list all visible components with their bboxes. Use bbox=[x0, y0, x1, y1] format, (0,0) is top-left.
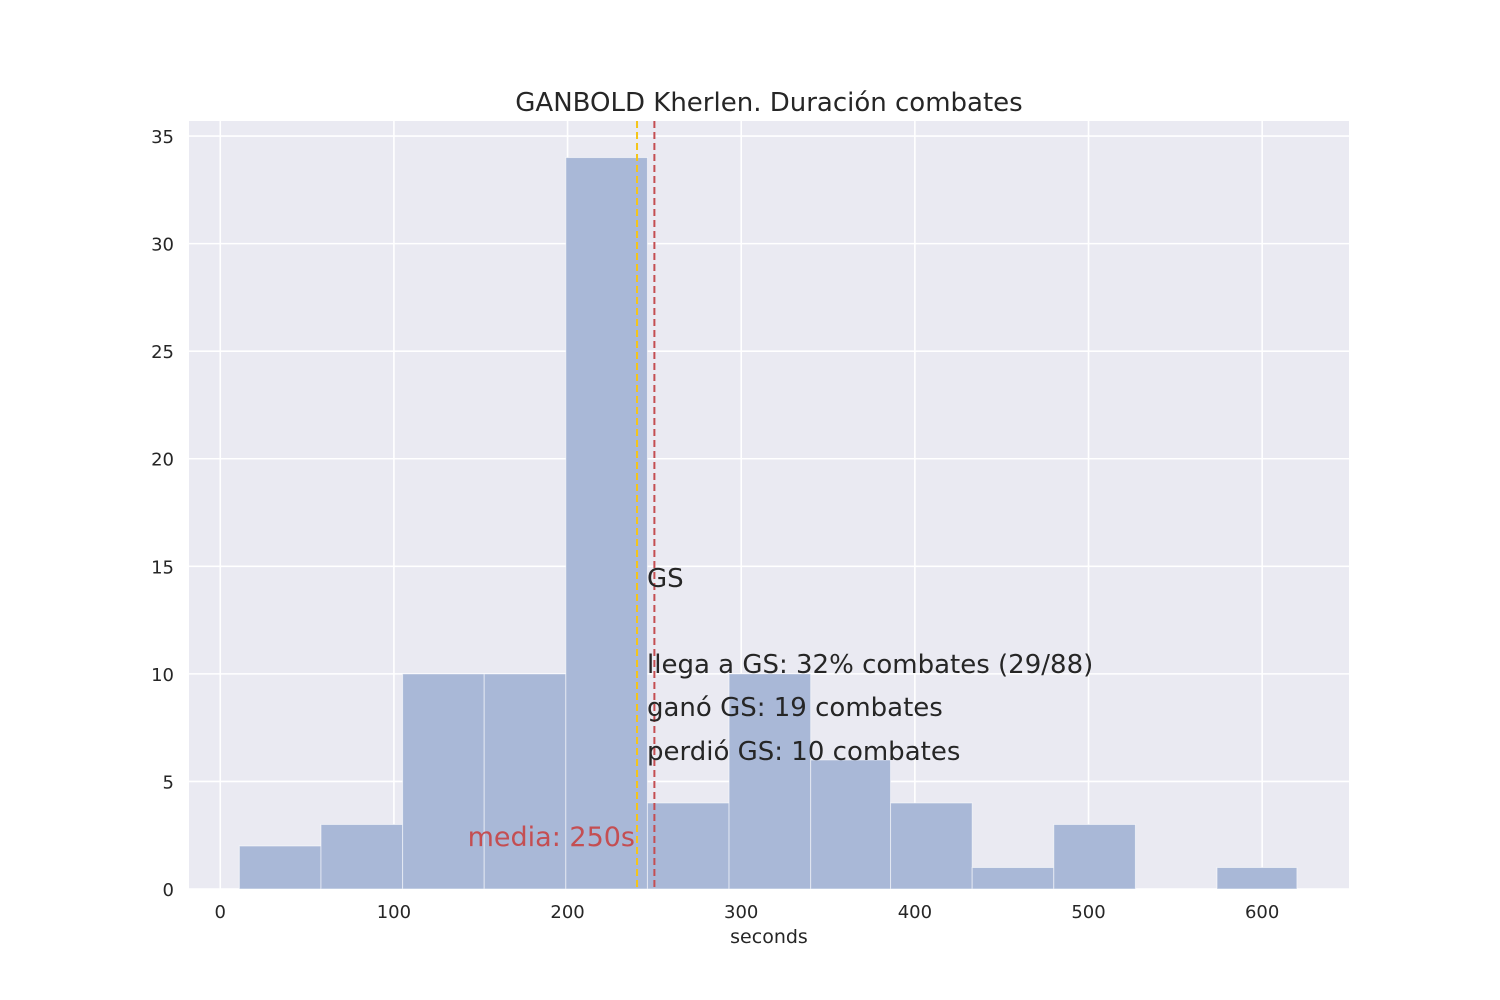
mean-annotation: media: 250s bbox=[468, 822, 635, 853]
x-tick-label: 500 bbox=[1071, 902, 1105, 923]
y-tick-label: 10 bbox=[151, 665, 174, 686]
gs-annotation: GS bbox=[647, 564, 684, 594]
won-gs-annotation: ganó GS: 19 combates bbox=[647, 693, 943, 723]
histogram-bar bbox=[646, 802, 730, 890]
y-tick-label: 30 bbox=[151, 235, 174, 256]
histogram-bar bbox=[810, 759, 892, 890]
histogram-bar bbox=[238, 845, 322, 890]
tick-labels: 0 100 200 300 400 500 600 0 5 10 15 20 25 30 35 bbox=[151, 127, 1279, 923]
y-tick-label: 0 bbox=[163, 880, 174, 901]
reaches-gs-annotation: llega a GS: 32% combates (29/88) bbox=[647, 650, 1093, 680]
histogram-bar bbox=[483, 673, 567, 890]
x-tick-label: 100 bbox=[377, 902, 411, 923]
x-tick-label: 600 bbox=[1245, 902, 1279, 923]
y-tick-label: 15 bbox=[151, 557, 174, 578]
x-tick-label: 400 bbox=[898, 902, 932, 923]
lost-gs-annotation: perdió GS: 10 combates bbox=[647, 737, 960, 767]
x-axis-label: seconds bbox=[730, 926, 808, 948]
histogram-bar bbox=[971, 866, 1055, 890]
histogram-bar bbox=[402, 673, 485, 890]
histogram-bar bbox=[1053, 823, 1136, 890]
bars bbox=[238, 157, 1298, 890]
x-tick-label: 300 bbox=[724, 902, 758, 923]
histogram-bar bbox=[565, 157, 648, 890]
y-tick-label: 35 bbox=[151, 127, 174, 148]
histogram-bar bbox=[320, 823, 404, 890]
y-tick-label: 5 bbox=[163, 772, 174, 793]
histogram-bar bbox=[728, 673, 812, 890]
chart-title: GANBOLD Kherlen. Duración combates bbox=[515, 88, 1022, 118]
histogram-bar bbox=[1216, 866, 1298, 890]
reference-lines bbox=[636, 121, 656, 889]
x-tick-label: 200 bbox=[550, 902, 584, 923]
x-tick-label: 0 bbox=[215, 902, 226, 923]
histogram-bar bbox=[890, 802, 973, 890]
y-tick-label: 25 bbox=[151, 342, 174, 363]
y-tick-label: 20 bbox=[151, 450, 174, 471]
